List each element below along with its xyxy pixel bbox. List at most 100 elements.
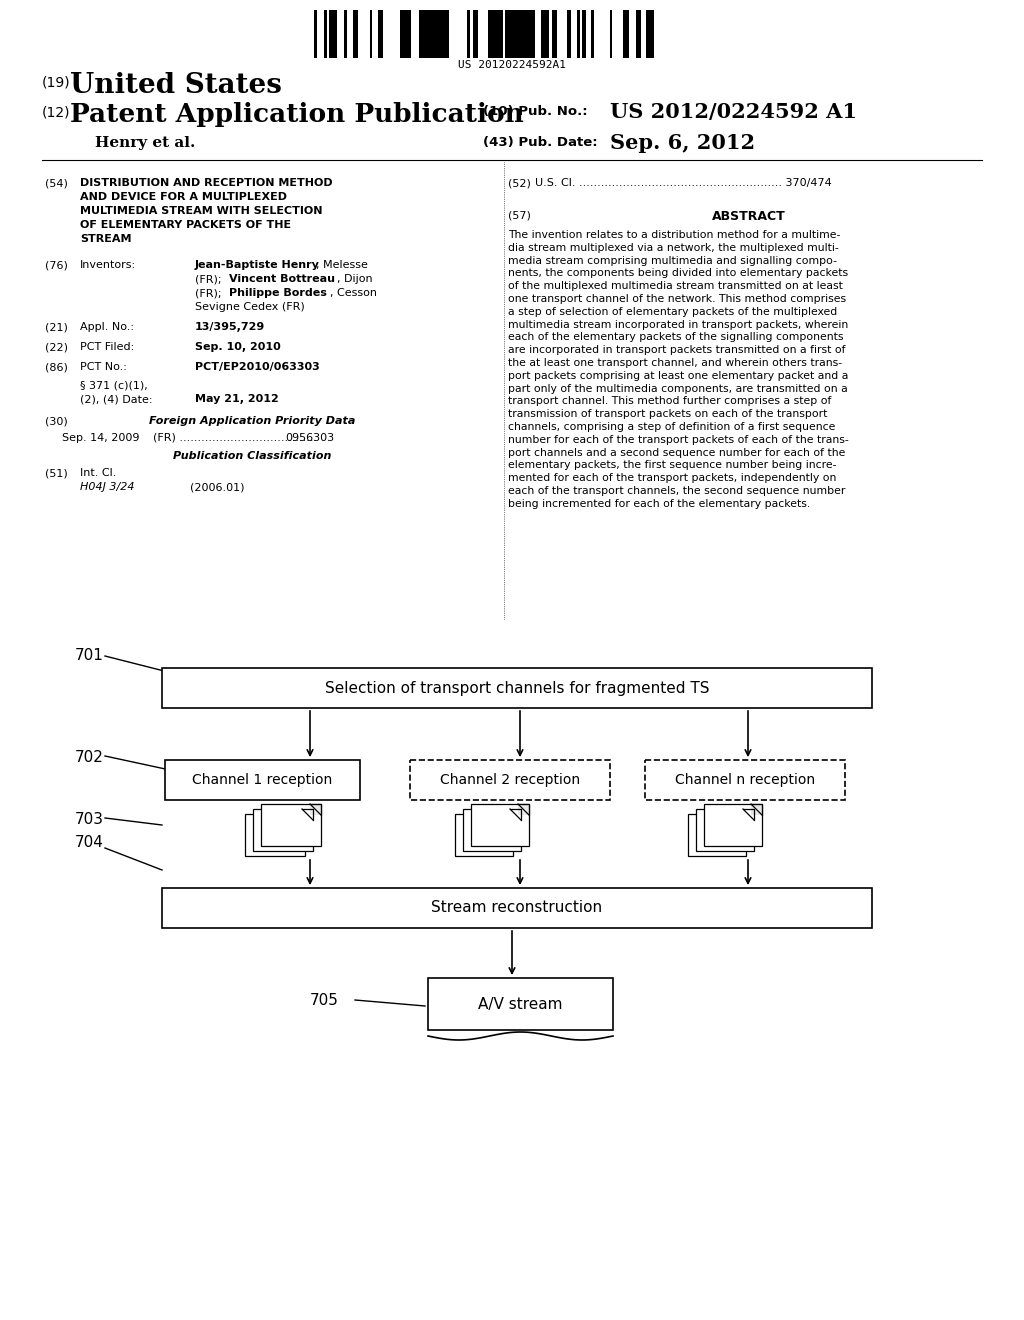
Bar bbox=[521, 11, 523, 58]
Bar bbox=[547, 11, 549, 58]
Text: nents, the components being divided into elementary packets: nents, the components being divided into… bbox=[508, 268, 848, 279]
Text: media stream comprising multimedia and signalling compo-: media stream comprising multimedia and s… bbox=[508, 256, 837, 265]
Bar bbox=[541, 11, 547, 58]
Bar bbox=[344, 11, 347, 58]
Text: DISTRIBUTION AND RECEPTION METHOD: DISTRIBUTION AND RECEPTION METHOD bbox=[80, 178, 333, 187]
Text: Patent Application Publication: Patent Application Publication bbox=[70, 102, 523, 127]
Bar bbox=[310, 804, 321, 814]
Bar bbox=[334, 11, 337, 58]
Text: 704: 704 bbox=[75, 836, 103, 850]
Text: multimedia stream incorporated in transport packets, wherein: multimedia stream incorporated in transp… bbox=[508, 319, 848, 330]
Bar bbox=[582, 11, 586, 58]
Text: PCT/EP2010/063303: PCT/EP2010/063303 bbox=[195, 362, 319, 372]
Bar bbox=[471, 804, 529, 846]
Bar bbox=[261, 804, 321, 846]
Bar bbox=[502, 814, 513, 825]
Text: Channel n reception: Channel n reception bbox=[675, 774, 815, 787]
Text: mented for each of the transport packets, independently on: mented for each of the transport packets… bbox=[508, 473, 837, 483]
Text: , Melesse: , Melesse bbox=[316, 260, 368, 271]
Bar bbox=[511, 11, 517, 58]
Text: , Dijon: , Dijon bbox=[337, 275, 373, 284]
Text: US 2012/0224592 A1: US 2012/0224592 A1 bbox=[610, 102, 857, 121]
Text: (FR) ......................................: (FR) ...................................… bbox=[153, 433, 317, 444]
Text: dia stream multiplexed via a network, the multiplexed multi-: dia stream multiplexed via a network, th… bbox=[508, 243, 839, 253]
Text: PCT Filed:: PCT Filed: bbox=[80, 342, 134, 352]
Text: 703: 703 bbox=[75, 812, 104, 828]
Text: are incorporated in transport packets transmitted on a first of: are incorporated in transport packets tr… bbox=[508, 346, 846, 355]
Text: Inventors:: Inventors: bbox=[80, 260, 136, 271]
Text: May 21, 2012: May 21, 2012 bbox=[195, 393, 279, 404]
Bar bbox=[446, 11, 449, 58]
Text: Sevigne Cedex (FR): Sevigne Cedex (FR) bbox=[195, 302, 305, 312]
Bar bbox=[505, 11, 511, 58]
Text: US 20120224592A1: US 20120224592A1 bbox=[458, 59, 566, 70]
Text: (86): (86) bbox=[45, 362, 68, 372]
Bar bbox=[499, 11, 503, 58]
Text: Appl. No.:: Appl. No.: bbox=[80, 322, 134, 333]
Text: elementary packets, the first sequence number being incre-: elementary packets, the first sequence n… bbox=[508, 461, 837, 470]
Bar bbox=[463, 809, 521, 851]
Text: H04J 3/24: H04J 3/24 bbox=[80, 482, 134, 492]
Bar bbox=[302, 809, 313, 820]
Bar bbox=[636, 11, 638, 58]
Bar bbox=[370, 11, 372, 58]
Bar bbox=[638, 11, 641, 58]
Bar bbox=[528, 11, 531, 58]
Text: Int. Cl.: Int. Cl. bbox=[80, 469, 117, 478]
Bar bbox=[577, 11, 580, 58]
Text: PCT No.:: PCT No.: bbox=[80, 362, 127, 372]
Bar bbox=[165, 760, 360, 800]
Text: 701: 701 bbox=[75, 648, 103, 663]
Text: (FR);: (FR); bbox=[195, 275, 225, 284]
Bar bbox=[424, 11, 426, 58]
Text: the at least one transport channel, and wherein others trans-: the at least one transport channel, and … bbox=[508, 358, 842, 368]
Bar bbox=[253, 809, 313, 851]
Text: a step of selection of elementary packets of the multiplexed: a step of selection of elementary packet… bbox=[508, 306, 838, 317]
Text: channels, comprising a step of definition of a first sequence: channels, comprising a step of definitio… bbox=[508, 422, 836, 432]
Text: MULTIMEDIA STREAM WITH SELECTION: MULTIMEDIA STREAM WITH SELECTION bbox=[80, 206, 323, 216]
Text: (54): (54) bbox=[45, 178, 68, 187]
Text: A/V stream: A/V stream bbox=[478, 997, 563, 1011]
Text: ABSTRACT: ABSTRACT bbox=[712, 210, 785, 223]
Bar bbox=[467, 11, 470, 58]
Text: each of the transport channels, the second sequence number: each of the transport channels, the seco… bbox=[508, 486, 846, 496]
Text: (43) Pub. Date:: (43) Pub. Date: bbox=[483, 136, 598, 149]
Bar bbox=[517, 11, 521, 58]
Text: Sep. 6, 2012: Sep. 6, 2012 bbox=[610, 133, 755, 153]
Text: (19): (19) bbox=[42, 75, 71, 88]
Text: being incremented for each of the elementary packets.: being incremented for each of the elemen… bbox=[508, 499, 810, 508]
Bar bbox=[705, 804, 762, 846]
Bar bbox=[455, 814, 513, 855]
Bar bbox=[438, 11, 441, 58]
Text: part only of the multimedia components, are transmitted on a: part only of the multimedia components, … bbox=[508, 384, 848, 393]
Text: transmission of transport packets on each of the transport: transmission of transport packets on eac… bbox=[508, 409, 827, 420]
Text: (57): (57) bbox=[508, 210, 530, 220]
Text: The invention relates to a distribution method for a multime-: The invention relates to a distribution … bbox=[508, 230, 841, 240]
Text: 0956303: 0956303 bbox=[285, 433, 334, 444]
Text: Philippe Bordes: Philippe Bordes bbox=[229, 288, 327, 298]
Bar bbox=[688, 814, 746, 855]
Bar bbox=[488, 11, 493, 58]
Text: U.S. Cl. ........................................................ 370/474: U.S. Cl. ...............................… bbox=[535, 178, 831, 187]
Text: § 371 (c)(1),: § 371 (c)(1), bbox=[80, 380, 147, 389]
Text: Channel 2 reception: Channel 2 reception bbox=[440, 774, 580, 787]
Bar bbox=[646, 11, 648, 58]
Bar bbox=[510, 809, 521, 820]
Text: Henry et al.: Henry et al. bbox=[95, 136, 196, 150]
Bar bbox=[645, 760, 845, 800]
Text: 705: 705 bbox=[310, 993, 339, 1008]
Bar bbox=[353, 11, 358, 58]
Bar bbox=[403, 11, 407, 58]
Text: Foreign Application Priority Data: Foreign Application Priority Data bbox=[148, 416, 355, 426]
Bar bbox=[648, 11, 654, 58]
Text: Selection of transport channels for fragmented TS: Selection of transport channels for frag… bbox=[325, 681, 710, 696]
Bar bbox=[410, 760, 610, 800]
Text: OF ELEMENTARY PACKETS OF THE: OF ELEMENTARY PACKETS OF THE bbox=[80, 220, 291, 230]
Bar bbox=[441, 11, 446, 58]
Text: port channels and a second sequence number for each of the: port channels and a second sequence numb… bbox=[508, 447, 846, 458]
Text: Jean-Baptiste Henry: Jean-Baptiste Henry bbox=[195, 260, 319, 271]
Bar bbox=[735, 814, 746, 825]
Bar bbox=[245, 814, 305, 855]
Text: port packets comprising at least one elementary packet and a: port packets comprising at least one ele… bbox=[508, 371, 848, 380]
Text: of the multiplexed multimedia stream transmitted on at least: of the multiplexed multimedia stream tra… bbox=[508, 281, 843, 292]
